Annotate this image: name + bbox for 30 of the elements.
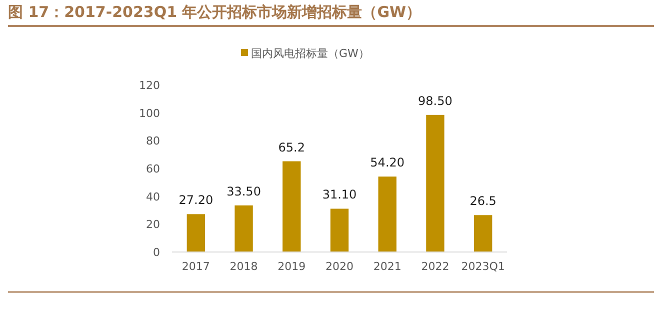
bar (234, 205, 253, 252)
data-label: 54.20 (370, 156, 405, 170)
data-label: 33.50 (226, 184, 261, 198)
data-label: 26.5 (470, 194, 496, 208)
x-tick-label: 2017 (182, 260, 210, 273)
bar (378, 176, 396, 252)
y-tick-label: 0 (153, 246, 160, 259)
data-label: 31.10 (322, 188, 357, 202)
x-tick-label: 2020 (326, 260, 354, 273)
y-tick-label: 100 (139, 106, 160, 120)
x-tick-label: 2022 (421, 260, 450, 273)
x-tick-label: 2023Q1 (461, 260, 505, 273)
data-label: 27.20 (178, 193, 214, 208)
chart-title: 图 17：2017-2023Q1 年公开招标市场新增招标量（GW） (8, 3, 422, 21)
bar (282, 161, 301, 252)
legend-label: 国内风电招标量（GW） (251, 47, 370, 60)
bar (426, 114, 444, 252)
y-tick-label: 120 (139, 79, 160, 92)
bar (474, 215, 492, 252)
data-label: 65.2 (278, 140, 305, 154)
y-tick-label: 40 (146, 190, 160, 204)
y-tick-label: 60 (146, 162, 160, 176)
bar (330, 208, 349, 252)
y-tick-label: 20 (146, 218, 160, 232)
data-label: 98.50 (418, 94, 452, 108)
x-tick-label: 2021 (373, 260, 402, 273)
y-tick-label: 80 (146, 134, 160, 148)
x-tick-label: 2018 (230, 260, 258, 273)
bar (186, 214, 206, 252)
x-tick-label: 2019 (278, 260, 306, 273)
